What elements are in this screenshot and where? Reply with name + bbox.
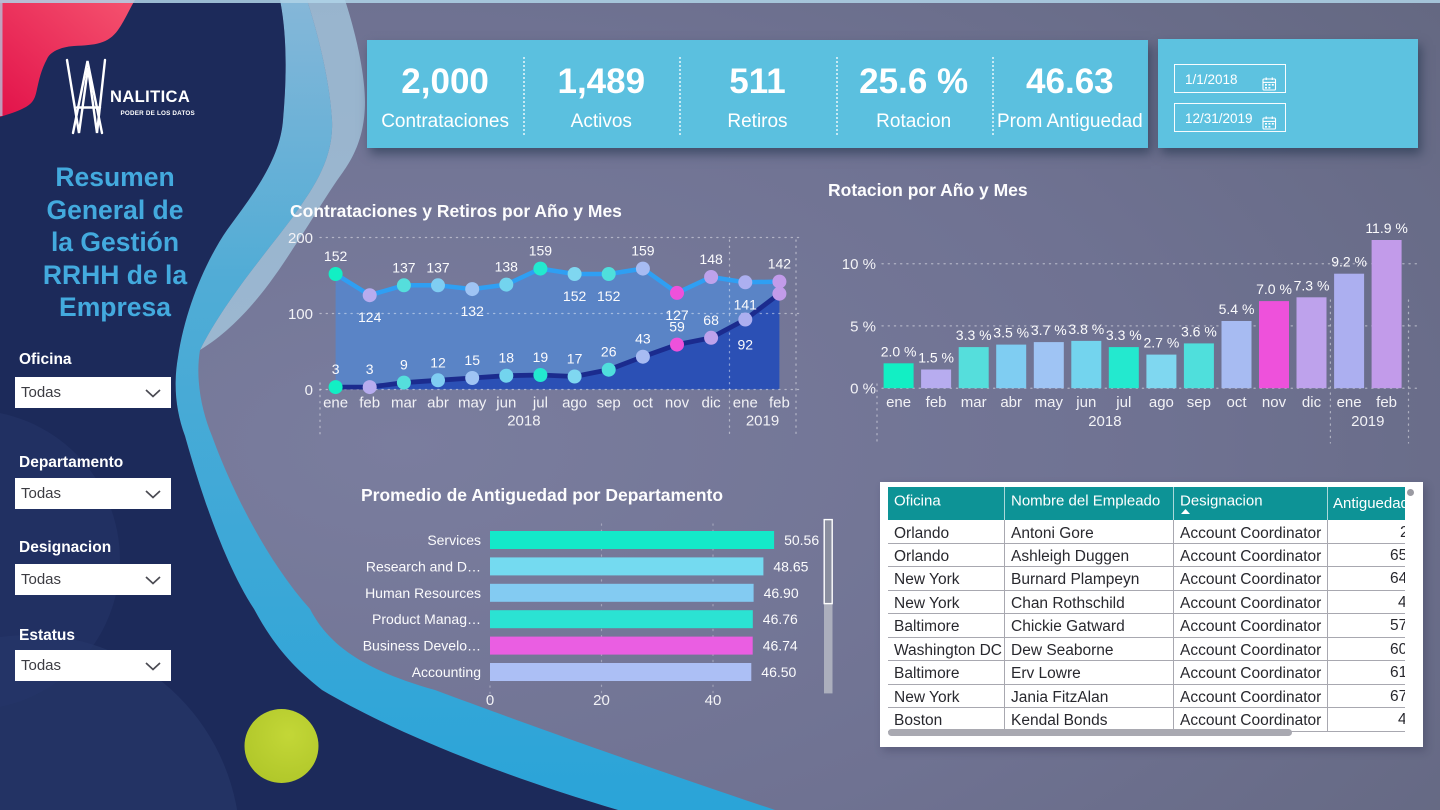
svg-text:Accounting: Accounting <box>412 664 481 680</box>
svg-text:mar: mar <box>961 394 987 411</box>
svg-text:Business Develo…: Business Develo… <box>363 638 481 654</box>
svg-text:dic: dic <box>1302 394 1322 411</box>
svg-text:92: 92 <box>738 337 754 353</box>
svg-text:2.0 %: 2.0 % <box>881 343 917 359</box>
svg-text:141: 141 <box>734 296 758 312</box>
svg-text:jun: jun <box>495 395 516 412</box>
svg-text:oct: oct <box>1226 394 1247 411</box>
svg-text:ene: ene <box>323 395 348 412</box>
svg-text:3.8 %: 3.8 % <box>1068 321 1104 337</box>
svg-text:3.3 %: 3.3 % <box>1106 327 1142 343</box>
svg-text:9.2 %: 9.2 % <box>1331 254 1367 270</box>
svg-text:Contrataciones y Retiros por A: Contrataciones y Retiros por Año y Mes <box>290 201 622 221</box>
svg-text:15: 15 <box>464 352 480 368</box>
svg-text:159: 159 <box>631 243 655 259</box>
svg-text:200: 200 <box>288 230 313 247</box>
svg-text:68: 68 <box>703 312 719 328</box>
svg-text:3: 3 <box>366 361 374 377</box>
svg-text:148: 148 <box>699 251 723 267</box>
svg-text:Promedio de Antiguedad por Dep: Promedio de Antiguedad por Departamento <box>361 485 723 505</box>
svg-text:48.65: 48.65 <box>773 558 808 574</box>
svg-text:PODER DE LOS DATOS: PODER DE LOS DATOS <box>121 110 195 117</box>
svg-text:132: 132 <box>461 303 485 319</box>
svg-text:may: may <box>1035 394 1064 411</box>
svg-text:feb: feb <box>769 395 790 412</box>
svg-text:jun: jun <box>1075 394 1096 411</box>
svg-text:46.50: 46.50 <box>761 664 796 680</box>
svg-text:138: 138 <box>495 259 519 275</box>
svg-text:2018: 2018 <box>507 413 540 430</box>
svg-text:5.4 %: 5.4 % <box>1219 301 1255 317</box>
svg-text:abr: abr <box>1000 394 1022 411</box>
svg-text:ene: ene <box>1337 394 1362 411</box>
svg-text:100: 100 <box>288 306 313 323</box>
svg-text:ene: ene <box>886 394 911 411</box>
svg-text:sep: sep <box>597 395 621 412</box>
svg-text:jul: jul <box>532 395 548 412</box>
svg-text:Human Resources: Human Resources <box>365 585 481 601</box>
svg-text:2.7 %: 2.7 % <box>1143 335 1179 351</box>
svg-text:feb: feb <box>926 394 947 411</box>
svg-text:3: 3 <box>332 361 340 377</box>
svg-text:NALITICA: NALITICA <box>110 88 190 106</box>
svg-text:3.3 %: 3.3 % <box>956 327 992 343</box>
svg-text:nov: nov <box>1262 394 1287 411</box>
svg-text:152: 152 <box>324 248 348 264</box>
svg-text:dic: dic <box>702 395 722 412</box>
svg-text:18: 18 <box>499 350 515 366</box>
svg-text:26: 26 <box>601 344 617 360</box>
svg-text:sep: sep <box>1187 394 1211 411</box>
svg-text:abr: abr <box>427 395 449 412</box>
svg-text:137: 137 <box>392 259 416 275</box>
svg-text:jul: jul <box>1115 394 1131 411</box>
svg-text:feb: feb <box>1376 394 1397 411</box>
svg-text:3.5 %: 3.5 % <box>993 325 1029 341</box>
svg-text:ago: ago <box>562 395 587 412</box>
svg-text:1.5 %: 1.5 % <box>918 350 954 366</box>
svg-text:50.56: 50.56 <box>784 532 819 548</box>
svg-text:Services: Services <box>427 532 481 548</box>
svg-text:2018: 2018 <box>1088 413 1121 430</box>
svg-text:5 %: 5 % <box>850 318 876 335</box>
svg-text:0 %: 0 % <box>850 381 876 398</box>
svg-text:oct: oct <box>633 395 654 412</box>
svg-text:43: 43 <box>635 331 651 347</box>
svg-text:59: 59 <box>669 319 685 335</box>
svg-text:2019: 2019 <box>746 413 779 430</box>
svg-text:0: 0 <box>486 692 494 709</box>
svg-text:ene: ene <box>733 395 758 412</box>
svg-text:7.0 %: 7.0 % <box>1256 281 1292 297</box>
svg-text:46.90: 46.90 <box>764 585 799 601</box>
svg-text:may: may <box>458 395 487 412</box>
svg-text:19: 19 <box>533 349 549 365</box>
svg-text:127: 127 <box>665 307 689 323</box>
svg-text:feb: feb <box>359 395 380 412</box>
svg-text:142: 142 <box>768 256 792 272</box>
svg-text:46.76: 46.76 <box>763 611 798 627</box>
svg-text:Rotacion por Año y Mes: Rotacion por Año y Mes <box>828 180 1028 200</box>
svg-text:ago: ago <box>1149 394 1174 411</box>
svg-text:0: 0 <box>305 382 313 399</box>
svg-text:124: 124 <box>358 309 382 325</box>
svg-text:20: 20 <box>593 692 610 709</box>
svg-text:7.3 %: 7.3 % <box>1294 277 1330 293</box>
svg-text:3.7 %: 3.7 % <box>1031 322 1067 338</box>
svg-text:11.9 %: 11.9 % <box>1365 220 1408 236</box>
svg-text:Research and D…: Research and D… <box>366 558 481 574</box>
svg-text:40: 40 <box>705 692 722 709</box>
svg-text:nov: nov <box>665 395 690 412</box>
svg-text:10 %: 10 % <box>842 256 876 273</box>
svg-text:17: 17 <box>567 351 583 367</box>
svg-text:159: 159 <box>529 243 553 259</box>
svg-text:9: 9 <box>400 357 408 373</box>
svg-text:152: 152 <box>563 288 587 304</box>
svg-text:46.74: 46.74 <box>763 638 798 654</box>
svg-text:3.6 %: 3.6 % <box>1181 323 1217 339</box>
svg-text:Product Manag…: Product Manag… <box>372 611 481 627</box>
svg-text:mar: mar <box>391 395 417 412</box>
svg-text:2019: 2019 <box>1351 413 1384 430</box>
svg-text:152: 152 <box>597 288 621 304</box>
svg-text:137: 137 <box>426 259 450 275</box>
svg-text:12: 12 <box>430 354 446 370</box>
